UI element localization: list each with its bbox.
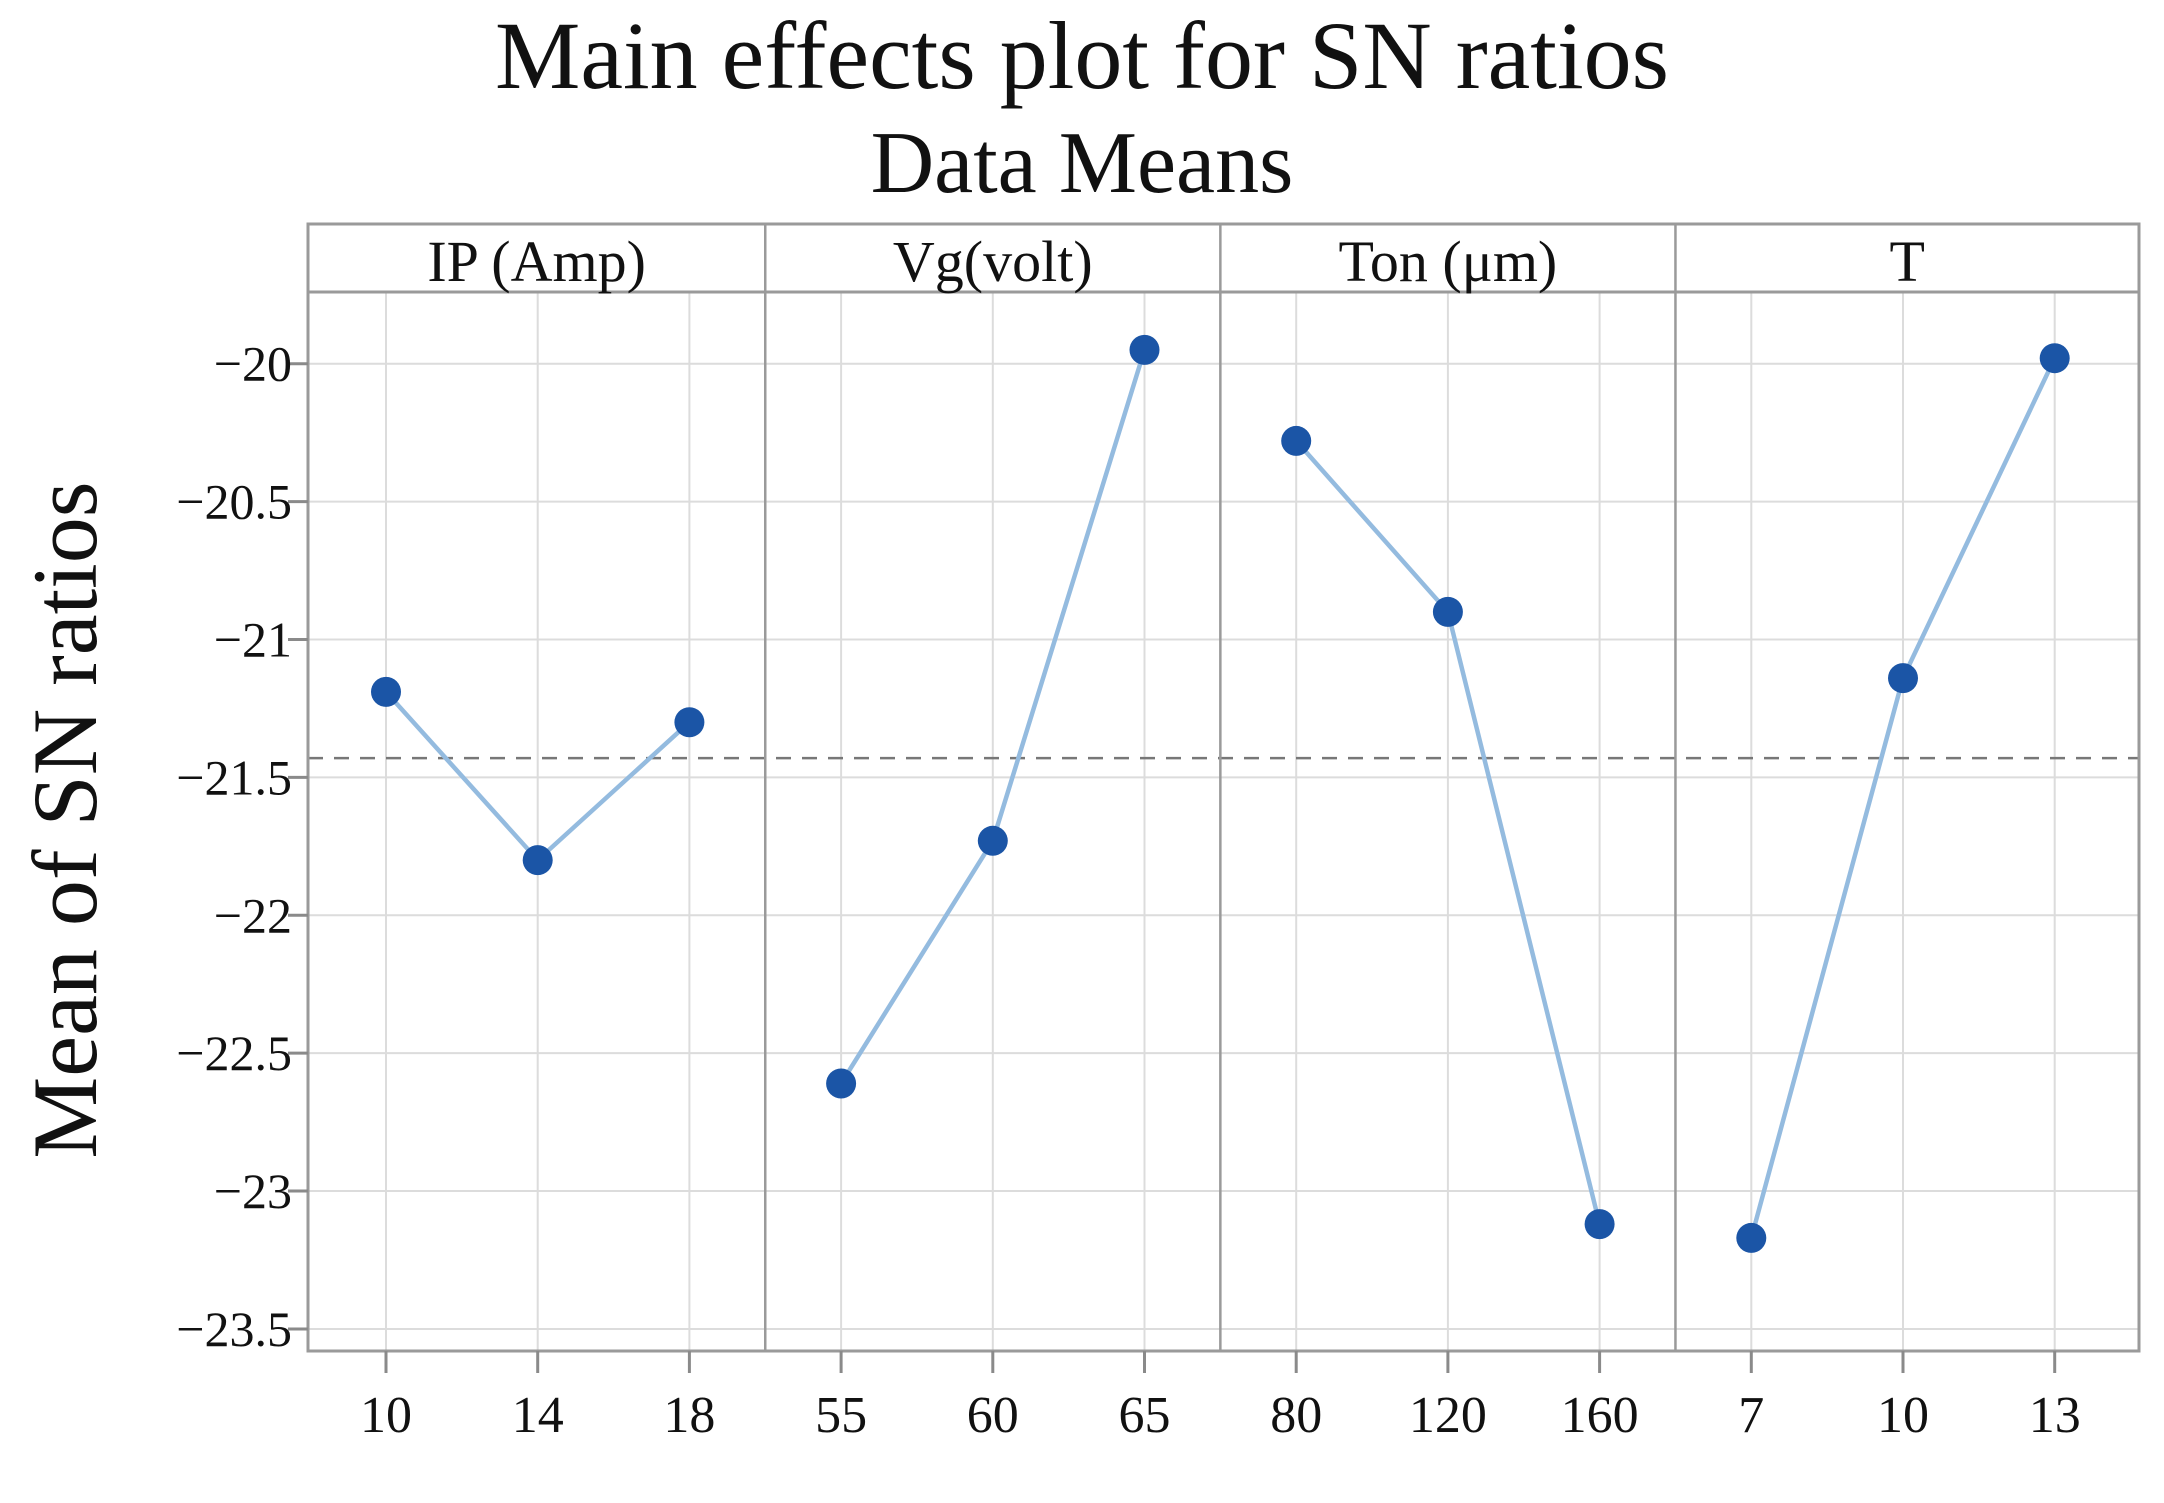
data-point bbox=[371, 676, 401, 707]
x-tick-label: 10 bbox=[360, 1387, 412, 1444]
panel-header-label: Ton (μm) bbox=[1339, 229, 1558, 294]
y-tick-label: −22 bbox=[214, 887, 292, 943]
data-point bbox=[1888, 663, 1918, 694]
data-point bbox=[826, 1068, 857, 1099]
y-tick-label: −23.5 bbox=[176, 1301, 292, 1357]
y-tick-label: −21.5 bbox=[176, 749, 292, 805]
chart-title: Main effects plot for SN ratios bbox=[495, 2, 1669, 109]
y-tick-label: −21 bbox=[214, 611, 292, 667]
x-tick-label: 160 bbox=[1561, 1387, 1639, 1444]
data-point bbox=[2039, 343, 2070, 374]
data-point bbox=[674, 707, 705, 738]
data-point bbox=[522, 845, 553, 876]
x-tick-label: 80 bbox=[1270, 1387, 1322, 1444]
x-tick-label: 14 bbox=[512, 1387, 564, 1444]
panel-header-label: T bbox=[1890, 229, 1925, 294]
x-tick-label: 60 bbox=[967, 1387, 1019, 1444]
panel-header-label: IP (Amp) bbox=[427, 229, 646, 294]
panel-header-label: Vg(volt) bbox=[893, 229, 1093, 294]
x-tick-label: 13 bbox=[2029, 1387, 2081, 1444]
chart-subtitle: Data Means bbox=[870, 115, 1294, 212]
x-tick-label: 65 bbox=[1119, 1387, 1171, 1444]
data-point bbox=[1432, 596, 1463, 627]
data-point bbox=[1584, 1209, 1615, 1240]
x-tick-label: 18 bbox=[663, 1387, 715, 1444]
data-point bbox=[1129, 334, 1160, 365]
y-tick-label: −20 bbox=[214, 336, 292, 392]
x-tick-label: 7 bbox=[1738, 1387, 1764, 1444]
y-tick-label: −23 bbox=[214, 1163, 292, 1219]
x-tick-label: 55 bbox=[815, 1387, 867, 1444]
y-tick-label: −22.5 bbox=[176, 1025, 292, 1081]
x-tick-label: 120 bbox=[1409, 1387, 1487, 1444]
data-point bbox=[1281, 425, 1312, 456]
plot-frame bbox=[306, 222, 2141, 1353]
x-tick-label: 10 bbox=[1877, 1387, 1929, 1444]
data-point bbox=[977, 825, 1008, 856]
y-tick-label: −20.5 bbox=[176, 474, 292, 530]
data-point bbox=[1736, 1222, 1767, 1253]
